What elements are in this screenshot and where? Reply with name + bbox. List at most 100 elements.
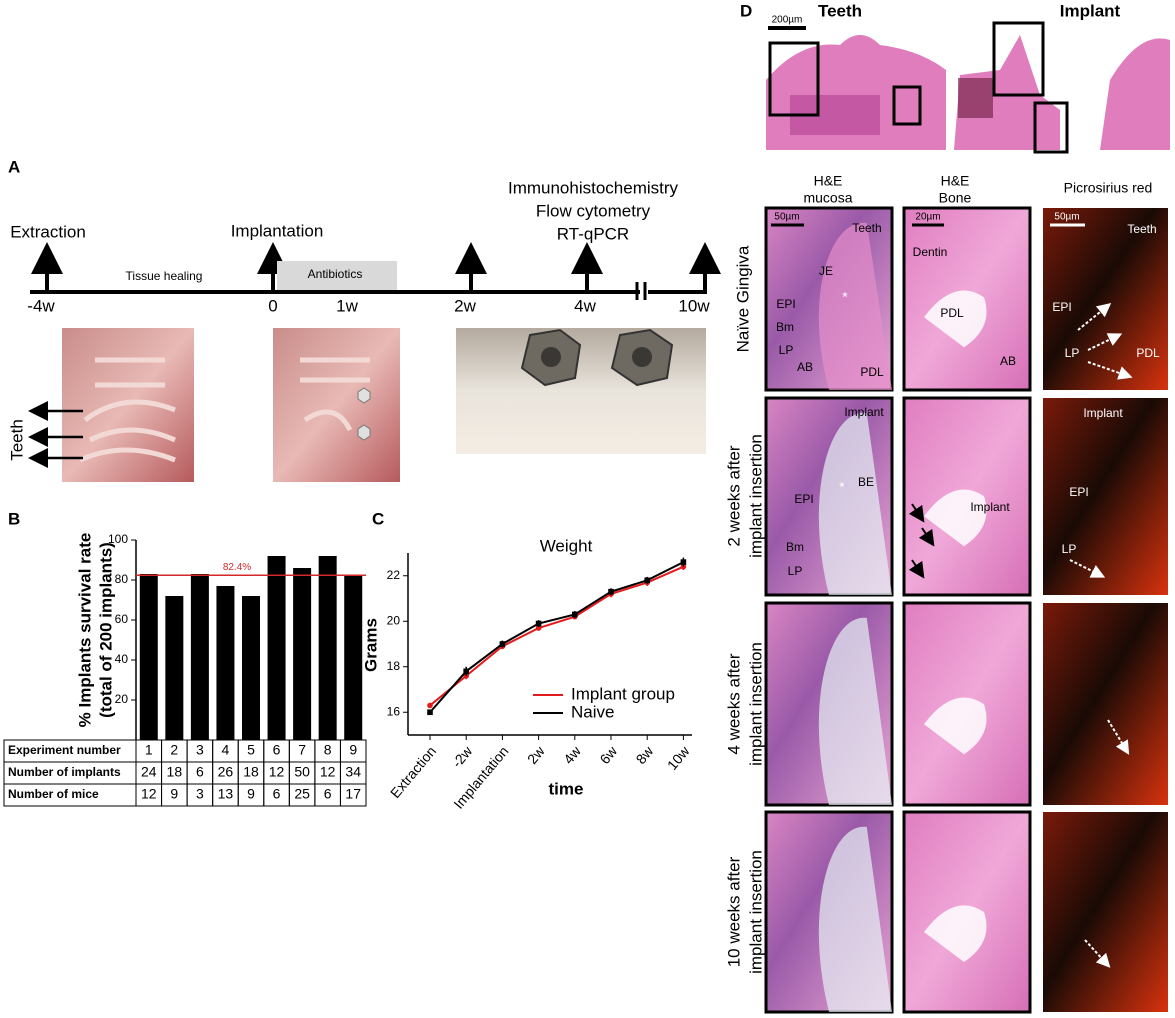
marker (608, 588, 614, 595)
event-label: Extraction (10, 222, 86, 241)
histology-image (1043, 398, 1168, 595)
y-tick-label: 80 (115, 572, 129, 586)
x-tick-label: -2w (449, 742, 476, 770)
legend-label: Naive (571, 702, 614, 721)
table-value: 12 (320, 764, 336, 780)
table-value: 13 (218, 786, 234, 802)
tissue-label: LP (788, 564, 803, 578)
legend-label: Implant group (571, 684, 675, 703)
marker (427, 709, 433, 716)
table-value: 6 (196, 764, 204, 780)
marker (644, 577, 650, 584)
marker (535, 620, 542, 627)
image-annotations (771, 223, 1133, 968)
table-value: 6 (273, 742, 281, 758)
tissue-label: EPI (794, 492, 813, 506)
tissue-shape (924, 697, 987, 755)
table-row-header: Number of implants (8, 765, 121, 779)
y-tick-label: 40 (115, 652, 129, 666)
table-value: 1 (145, 742, 153, 758)
table-value: 2 (170, 742, 178, 758)
timepoint-label: 1w (336, 296, 358, 315)
tissue-shape (818, 222, 892, 390)
reference-label: 82.4% (223, 562, 251, 573)
marker (499, 641, 506, 647)
bar (267, 556, 286, 740)
timepoint-label: 0 (268, 296, 277, 315)
bar (139, 574, 158, 740)
table-value: 17 (345, 786, 361, 802)
table-row-header: Number of mice (8, 787, 99, 801)
tissue-label: Implant (1083, 406, 1123, 420)
table-value: 25 (294, 786, 310, 802)
marker (535, 625, 542, 631)
histology-grid (764, 206, 1168, 1014)
tissue-label: Implant (844, 405, 884, 419)
histology-image (902, 206, 1032, 392)
panel-label: C (372, 509, 384, 528)
y-tick-label: 60 (115, 612, 129, 626)
bar (242, 596, 260, 740)
tissue-label: EPI (1069, 485, 1088, 499)
histology-image (1043, 603, 1168, 805)
x-tick-label: 8w (633, 742, 657, 767)
column-header: Bone (939, 190, 972, 206)
x-tick-label: 6w (596, 742, 620, 767)
y-axis-label: Grams (361, 618, 380, 672)
event-label: Implantation (231, 221, 324, 240)
x-tick-label: 10w (664, 742, 693, 773)
y-tick-label: 100 (108, 532, 128, 546)
bar (293, 568, 312, 740)
tissue-label: Bm (776, 320, 794, 334)
tissue-shape (818, 826, 892, 1012)
row-label: 4 weeks after (724, 653, 743, 754)
analysis-label: Flow cytometry (536, 201, 651, 220)
image-title: Implant (1060, 1, 1121, 20)
table-value: 12 (269, 764, 285, 780)
row-label: implant insertion (746, 850, 765, 974)
tissue-shape (924, 489, 987, 547)
analysis-label: Immunohistochemistry (508, 178, 679, 197)
row-label: Naïve Gingiva (733, 245, 752, 352)
phase-label: Tissue healing (126, 269, 203, 283)
overview-images (766, 21, 1170, 154)
chart-title: Weight (540, 536, 593, 555)
row-label: implant insertion (746, 434, 765, 558)
phase-label: Antibiotics (308, 267, 363, 281)
column-header: mucosa (803, 190, 852, 206)
y-tick-label: 16 (387, 704, 401, 718)
tissue-label: Teeth (852, 221, 881, 235)
table-value: 34 (345, 764, 361, 780)
table-value: 6 (273, 786, 281, 802)
table-value: 3 (196, 742, 204, 758)
tissue-label: Dentin (913, 245, 948, 259)
tissue-shape (818, 412, 892, 595)
tissue-label: PDL (940, 306, 964, 320)
table-value: 3 (196, 786, 204, 802)
photos (28, 328, 706, 482)
marker (463, 668, 469, 675)
x-axis-label: time (549, 779, 584, 798)
series-line (429, 565, 684, 707)
bar (190, 574, 209, 740)
tissue-label: LP (779, 343, 794, 357)
column-header: Picrosirius red (1064, 180, 1153, 196)
table-row-header: Experiment number (8, 743, 121, 757)
timepoint-label: 4w (574, 296, 596, 315)
table-value: 9 (349, 742, 357, 758)
panel-label: D (740, 1, 752, 20)
table-value: 4 (222, 742, 230, 758)
column-header: H&E (941, 173, 970, 189)
x-tick-label: 2w (524, 742, 548, 767)
y-tick-label: 20 (387, 613, 401, 627)
y-axis-label: (total of 200 implants) (96, 542, 115, 718)
timepoint-label: 10w (678, 296, 710, 315)
histology-image (1043, 812, 1168, 1012)
marker (680, 559, 687, 565)
tissue-label: Implant (970, 500, 1010, 514)
scale-label: 50µm (774, 212, 799, 223)
bar (318, 556, 337, 740)
table-value: 6 (324, 786, 332, 802)
series-line (429, 561, 684, 713)
